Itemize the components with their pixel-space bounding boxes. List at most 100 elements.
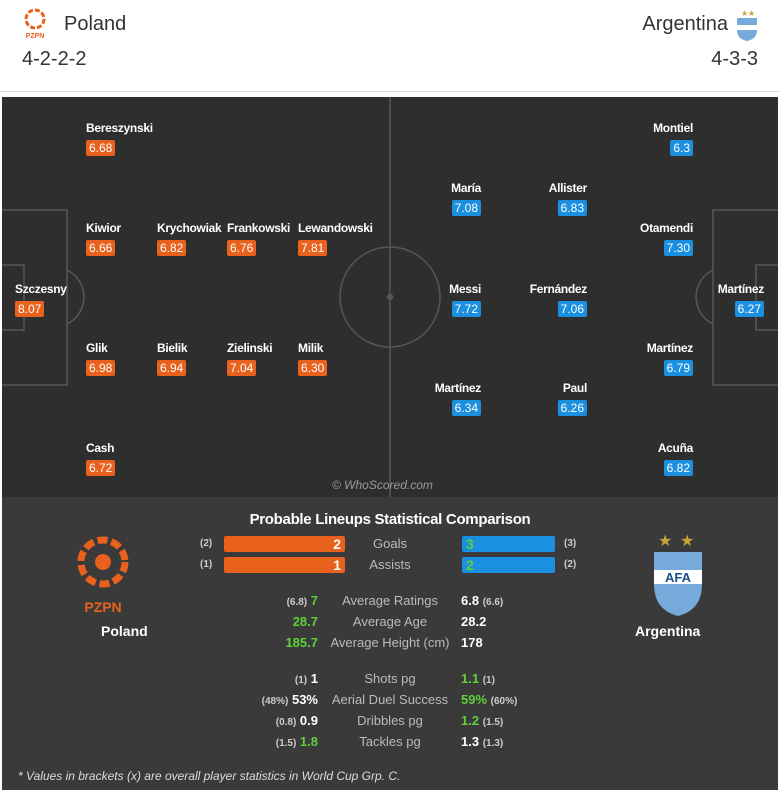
home-player[interactable]: Lewandowski 7.81 [298,221,373,256]
home-value: 28.7 [292,614,318,629]
stat-row: (1) 1 Shots pg 1.1 (1) [2,671,778,691]
away-player[interactable]: Fernández 7.06 [530,282,587,317]
away-bar: 3 [462,536,555,552]
away-player[interactable]: Martínez 6.27 [718,282,764,317]
away-player[interactable]: Martínez 6.34 [435,381,481,416]
home-player[interactable]: Bereszynski 6.68 [86,121,153,156]
player-name: Milik [298,341,324,355]
home-overall: (1) [200,559,213,570]
player-name: Montiel [653,121,693,135]
stat-bar-row: (2) 2 Goals 3 (3) [2,536,778,556]
home-player[interactable]: Glik 6.98 [86,341,116,376]
away-player[interactable]: Messi 7.72 [449,282,481,317]
player-rating-badge: 6.27 [734,301,764,317]
poland-crest-icon: PZPN [24,8,46,40]
home-bar: 1 [224,557,345,573]
home-value: 0.9 [299,713,318,728]
player-name: Lewandowski [298,221,373,235]
stat-label: Aerial Duel Success [331,692,449,707]
away-value: 1.2 [461,713,480,728]
away-overall: (60%) [490,696,518,707]
away-player[interactable]: Acuña 6.82 [658,441,693,476]
player-rating-badge: 6.94 [157,360,187,376]
whoscored-watermark: © WhoScored.com [332,478,433,492]
player-rating-badge: 6.66 [86,240,116,256]
away-overall: (6.6) [482,597,504,608]
svg-text:PZPN: PZPN [26,33,45,40]
player-rating-badge: 7.06 [557,301,587,317]
stat-row: 185.7 Average Height (cm) 178 [2,635,778,655]
player-name: Messi [449,282,481,296]
away-team-label: Argentina [635,623,701,639]
player-rating-badge: 6.68 [86,140,116,156]
home-overall: (48%) [261,696,289,707]
away-overall: (2) [564,559,577,570]
player-name: Cash [86,441,115,455]
player-rating-badge: 6.79 [663,360,693,376]
player-name: Frankowski [227,221,291,235]
stat-row: (0.8) 0.9 Dribbles pg 1.2 (1.5) [2,713,778,733]
home-overall: (1.5) [275,738,297,749]
player-name: Krychowiak [157,221,222,235]
stat-label: Dribbles pg [357,713,423,728]
away-value: 1.3 [461,734,480,749]
home-overall: (2) [200,538,213,549]
home-player[interactable]: Zielinski 7.04 [227,341,273,376]
player-name: Szczesny [15,282,67,296]
away-player[interactable]: Allister 6.83 [549,181,587,216]
stat-label: Shots pg [364,671,416,686]
player-name: Fernández [529,282,588,296]
player-name: Martínez [434,381,482,395]
home-player[interactable]: Kiwior 6.66 [86,221,121,256]
player-name: Glik [86,341,108,355]
away-player[interactable]: Otamendi 7.30 [640,221,693,256]
player-name: Paul [562,381,587,395]
player-rating-badge: 6.26 [557,400,587,416]
home-value: 185.7 [285,635,318,650]
away-value: 178 [461,635,483,650]
away-overall: (1.3) [482,738,504,749]
away-bar: 2 [462,557,555,573]
home-player[interactable]: Szczesny 8.07 [15,282,67,317]
player-rating-badge: 6.98 [86,360,116,376]
away-player[interactable]: María 7.08 [451,181,481,216]
home-team-name[interactable]: Poland [64,13,127,35]
home-player[interactable]: Frankowski 6.76 [227,221,290,256]
player-rating-badge: 6.76 [227,240,257,256]
player-rating-badge: 6.82 [157,240,187,256]
player-name: Zielinski [227,341,273,355]
away-team-name[interactable]: Argentina [642,13,728,35]
stat-bar-row: (1) 1 Assists 2 (2) [2,557,778,577]
comparison-title: Probable Lineups Statistical Comparison [249,511,531,528]
stat-label: Average Ratings [342,593,438,608]
player-rating-badge: 6.83 [557,200,587,216]
away-value: 59% [461,692,488,707]
player-rating-badge: 7.81 [298,240,328,256]
player-rating-badge: 7.72 [451,301,481,317]
away-player[interactable]: Montiel 6.3 [653,121,693,156]
player-name: Acuña [657,441,693,455]
away-player[interactable]: Paul 6.26 [557,381,587,416]
home-player[interactable]: Milik 6.30 [298,341,328,376]
home-player[interactable]: Bielik 6.94 [157,341,188,376]
footnote: * Values in brackets (x) are overall pla… [18,769,401,783]
home-player[interactable]: Cash 6.72 [86,441,116,476]
home-bar: 2 [224,536,345,552]
home-player[interactable]: Krychowiak 6.82 [157,221,222,256]
player-name: Allister [548,181,588,195]
player-rating-badge: 7.30 [663,240,693,256]
home-value: 53% [291,692,318,707]
pitch-lines [2,97,778,497]
svg-text:★: ★ [741,9,748,18]
away-formation: 4-3-3 [711,48,758,70]
player-name: Kiwior [86,221,121,235]
stat-label: Average Height (cm) [330,635,450,650]
player-rating-badge: 6.3 [670,140,693,156]
argentina-logo-icon: ★ ★ AFA [654,533,702,616]
player-rating-badge: 6.30 [298,360,328,376]
home-team-label: Poland [101,623,148,639]
stat-label: Tackles pg [359,734,421,749]
home-overall: (0.8) [275,717,297,728]
away-player[interactable]: Martínez 6.79 [647,341,693,376]
player-name: Bielik [157,341,188,355]
